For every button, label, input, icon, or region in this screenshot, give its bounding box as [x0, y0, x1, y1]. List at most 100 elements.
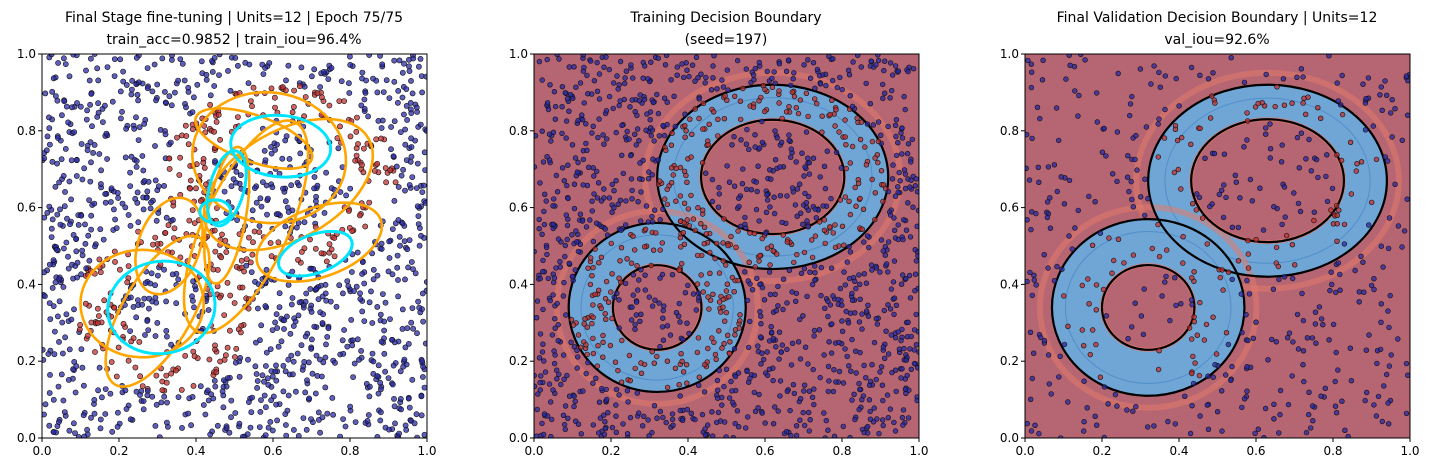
- point-class0: [63, 239, 70, 246]
- point-class0: [682, 111, 688, 117]
- point-class0: [347, 185, 354, 192]
- point-class0: [308, 73, 315, 80]
- point-class0: [50, 429, 57, 435]
- point-class0: [1025, 165, 1029, 171]
- point-class1: [128, 338, 135, 345]
- point-class1: [212, 248, 219, 255]
- point-class0: [108, 199, 114, 205]
- point-class1: [95, 305, 101, 312]
- point-class0: [315, 409, 322, 416]
- point-class1: [862, 144, 868, 150]
- point-class0: [198, 58, 205, 65]
- point-class1: [1274, 84, 1280, 90]
- point-class1: [713, 240, 720, 247]
- point-class0: [1332, 403, 1339, 409]
- point-class0: [264, 375, 271, 382]
- point-class0: [1093, 422, 1100, 428]
- point-class0: [1205, 373, 1211, 379]
- point-class1: [721, 341, 727, 347]
- point-class0: [743, 66, 749, 72]
- point-class0: [134, 91, 141, 98]
- x-tick-label: 0.6: [263, 444, 282, 458]
- point-class0: [409, 376, 416, 383]
- point-class0: [566, 393, 573, 399]
- point-class0: [742, 425, 749, 431]
- point-class1: [201, 164, 208, 171]
- point-class0: [1380, 264, 1386, 270]
- point-class0: [563, 312, 569, 318]
- point-class0: [566, 108, 572, 114]
- point-class0: [783, 68, 790, 75]
- point-class0: [254, 378, 261, 384]
- point-class1: [1300, 100, 1306, 106]
- point-class0: [800, 313, 806, 319]
- point-class0: [629, 304, 635, 310]
- point-class0: [771, 69, 777, 75]
- point-class0: [544, 154, 550, 160]
- point-class0: [230, 176, 237, 182]
- point-class0: [1365, 75, 1372, 81]
- point-class0: [113, 225, 120, 231]
- point-class0: [649, 429, 655, 436]
- point-class0: [269, 184, 276, 191]
- point-class0: [638, 311, 644, 317]
- point-class1: [869, 138, 876, 145]
- point-class0: [684, 67, 690, 73]
- point-class0: [162, 99, 169, 106]
- point-class0: [669, 411, 676, 417]
- point-class1: [624, 256, 630, 262]
- point-class0: [611, 294, 617, 300]
- point-class0: [825, 427, 831, 433]
- point-class0: [892, 193, 899, 199]
- point-class0: [1028, 226, 1034, 233]
- point-class0: [609, 424, 616, 431]
- point-class0: [281, 317, 288, 324]
- point-class0: [557, 264, 563, 270]
- point-class1: [1328, 207, 1334, 213]
- point-class1: [680, 369, 687, 375]
- point-class1: [84, 332, 91, 339]
- point-class1: [193, 185, 199, 192]
- point-class0: [1352, 267, 1358, 274]
- point-class1: [222, 352, 229, 359]
- point-class0: [200, 402, 207, 408]
- point-class0: [71, 420, 77, 427]
- x-tick-label: 0.4: [1169, 444, 1188, 458]
- point-class0: [831, 367, 837, 373]
- point-class0: [399, 325, 406, 332]
- point-class0: [83, 67, 89, 74]
- point-class0: [750, 72, 757, 78]
- point-class0: [1246, 291, 1253, 297]
- point-class0: [875, 119, 882, 125]
- point-class0: [624, 388, 631, 394]
- point-class1: [326, 241, 333, 247]
- x-tick-label: 0.6: [1246, 444, 1265, 458]
- point-class0: [388, 146, 394, 153]
- point-class0: [81, 165, 88, 172]
- point-class1: [590, 350, 597, 357]
- point-class0: [1129, 93, 1135, 100]
- point-class1: [725, 242, 731, 249]
- point-class0: [736, 195, 742, 201]
- point-class1: [706, 121, 712, 128]
- point-class0: [895, 184, 901, 190]
- point-class0: [247, 424, 254, 431]
- point-class0: [1061, 341, 1068, 348]
- point-class1: [347, 133, 354, 140]
- point-class0: [84, 147, 91, 154]
- point-class0: [660, 122, 666, 129]
- point-class0: [797, 396, 804, 402]
- point-class0: [907, 346, 913, 352]
- point-class0: [798, 270, 805, 276]
- point-class0: [151, 61, 158, 68]
- point-class0: [1345, 433, 1351, 438]
- point-class0: [756, 391, 762, 398]
- point-class0: [590, 165, 596, 171]
- point-class0: [885, 239, 892, 245]
- point-class1: [737, 318, 743, 324]
- point-class0: [603, 136, 610, 142]
- panel1-title: Final Stage fine-tuning | Units=12 | Epo…: [65, 10, 403, 26]
- point-class0: [1188, 297, 1195, 303]
- point-class0: [111, 56, 118, 62]
- point-class0: [52, 279, 59, 286]
